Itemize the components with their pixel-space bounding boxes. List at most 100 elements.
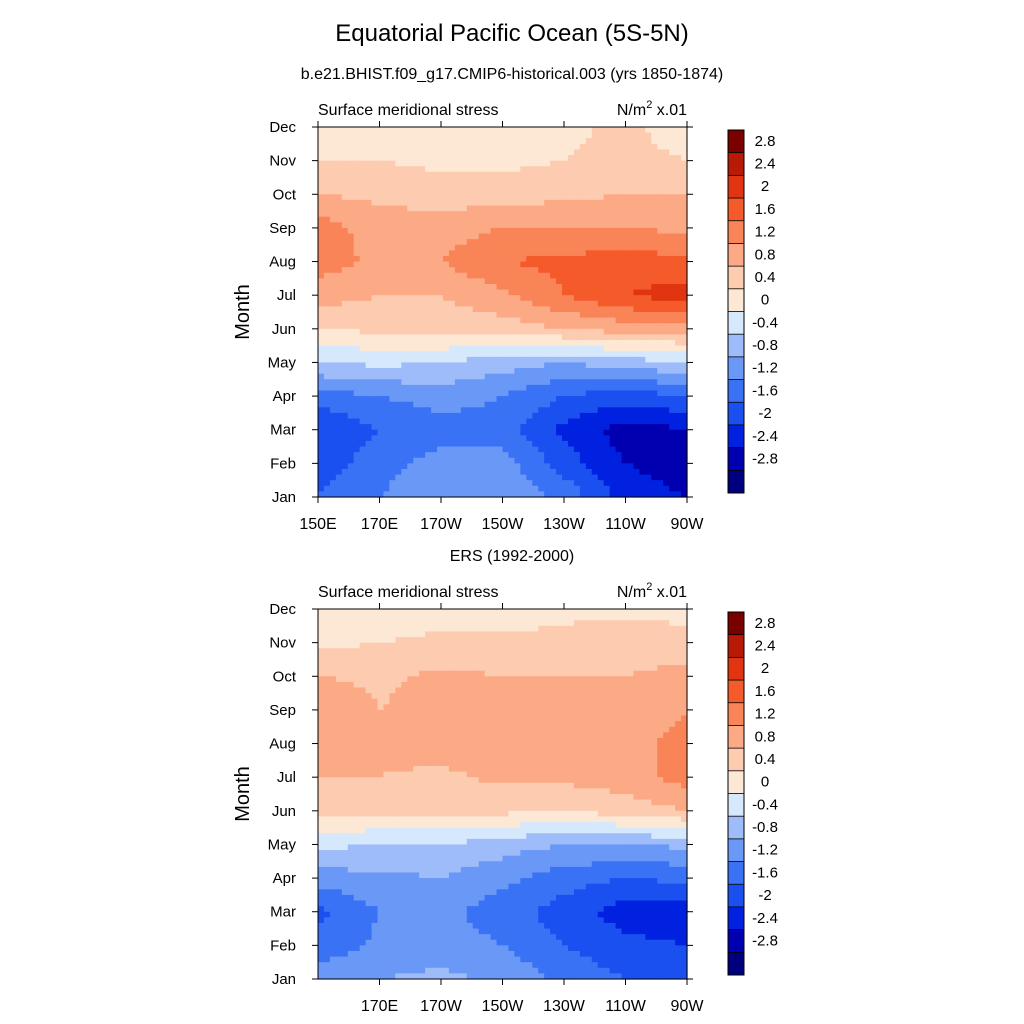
field-cell bbox=[401, 345, 408, 352]
colorbar-label: -0.4 bbox=[752, 314, 778, 331]
field-cell bbox=[562, 345, 569, 352]
field-cell bbox=[585, 289, 593, 296]
field-cell bbox=[663, 155, 670, 162]
field-cell bbox=[573, 312, 581, 319]
field-cell bbox=[621, 373, 629, 380]
field-cell bbox=[556, 323, 563, 330]
field-cell bbox=[478, 340, 486, 347]
field-cell bbox=[335, 491, 343, 498]
field-cell bbox=[448, 155, 456, 162]
field-cell bbox=[657, 283, 664, 291]
field-cell bbox=[407, 171, 414, 179]
variable-label: Surface meridional stress bbox=[318, 102, 499, 119]
field-cell bbox=[437, 227, 444, 235]
field-cell bbox=[651, 485, 658, 492]
field-cell bbox=[573, 272, 581, 279]
field-cell bbox=[532, 267, 539, 274]
field-cell bbox=[562, 440, 569, 448]
field-cell bbox=[454, 177, 462, 184]
field-cell bbox=[425, 239, 432, 246]
field-cell bbox=[544, 233, 551, 240]
field-cell bbox=[639, 412, 646, 420]
field-cell bbox=[567, 278, 575, 285]
field-cell bbox=[526, 188, 533, 195]
field-cell bbox=[335, 244, 343, 251]
field-cell bbox=[508, 283, 515, 291]
field-cell bbox=[466, 485, 474, 492]
field-cell bbox=[371, 401, 379, 408]
field-cell bbox=[579, 283, 587, 291]
field-cell bbox=[550, 642, 557, 649]
field-cell bbox=[573, 396, 581, 403]
field-cell bbox=[407, 491, 414, 498]
field-cell bbox=[526, 255, 533, 263]
field-cell bbox=[335, 390, 343, 397]
field-cell bbox=[645, 653, 652, 661]
field-cell bbox=[389, 149, 396, 156]
field-cell bbox=[508, 463, 515, 470]
field-cell bbox=[437, 199, 444, 207]
field-cell bbox=[318, 300, 325, 307]
field-cell bbox=[573, 474, 581, 481]
field-cell bbox=[567, 345, 575, 352]
field-cell bbox=[490, 295, 498, 302]
field-cell bbox=[597, 216, 605, 223]
field-cell bbox=[347, 648, 355, 655]
field-cell bbox=[615, 440, 623, 448]
field-cell bbox=[329, 384, 337, 392]
field-cell bbox=[675, 166, 682, 173]
field-cell bbox=[639, 390, 646, 397]
field-cell bbox=[371, 211, 379, 218]
field-cell bbox=[484, 160, 492, 167]
field-cell bbox=[639, 452, 646, 459]
field-cell bbox=[353, 211, 361, 218]
field-cell bbox=[496, 261, 504, 268]
field-cell bbox=[460, 485, 468, 492]
field-cell bbox=[567, 205, 575, 212]
field-cell bbox=[538, 328, 545, 336]
field-cell bbox=[365, 345, 373, 352]
field-cell bbox=[681, 407, 688, 414]
field-cell bbox=[425, 631, 432, 638]
field-cell bbox=[442, 244, 450, 251]
field-cell bbox=[425, 233, 432, 240]
field-cell bbox=[365, 312, 373, 319]
field-cell bbox=[651, 362, 658, 369]
field-cell bbox=[579, 665, 587, 672]
field-cell bbox=[442, 345, 450, 352]
field-cell bbox=[573, 390, 581, 397]
field-cell bbox=[466, 356, 474, 364]
field-cell bbox=[508, 659, 515, 666]
field-cell bbox=[365, 340, 373, 347]
field-cell bbox=[413, 255, 420, 263]
field-cell bbox=[437, 328, 444, 336]
field-cell bbox=[633, 323, 640, 330]
field-cell bbox=[538, 435, 545, 442]
field-cell bbox=[639, 407, 646, 414]
field-cell bbox=[556, 401, 563, 408]
field-cell bbox=[407, 407, 414, 414]
field-cell bbox=[407, 373, 414, 380]
field-cell bbox=[609, 233, 617, 240]
field-cell bbox=[371, 289, 379, 296]
field-cell bbox=[413, 631, 420, 638]
field-cell bbox=[413, 183, 420, 190]
field-cell bbox=[609, 351, 617, 358]
field-cell bbox=[341, 648, 349, 655]
field-cell bbox=[597, 642, 605, 649]
field-cell bbox=[490, 631, 498, 638]
field-cell bbox=[389, 625, 396, 633]
field-cell bbox=[329, 368, 337, 375]
field-cell bbox=[538, 143, 545, 151]
field-cell bbox=[335, 670, 343, 677]
field-cell bbox=[395, 222, 402, 229]
field-cell bbox=[645, 401, 652, 408]
field-cell bbox=[365, 474, 373, 481]
field-cell bbox=[425, 194, 432, 201]
field-cell bbox=[526, 166, 533, 173]
field-cell bbox=[508, 328, 515, 336]
field-cell bbox=[478, 211, 486, 218]
field-cell bbox=[323, 390, 331, 397]
field-cell bbox=[651, 143, 658, 151]
field-cell bbox=[442, 328, 450, 336]
